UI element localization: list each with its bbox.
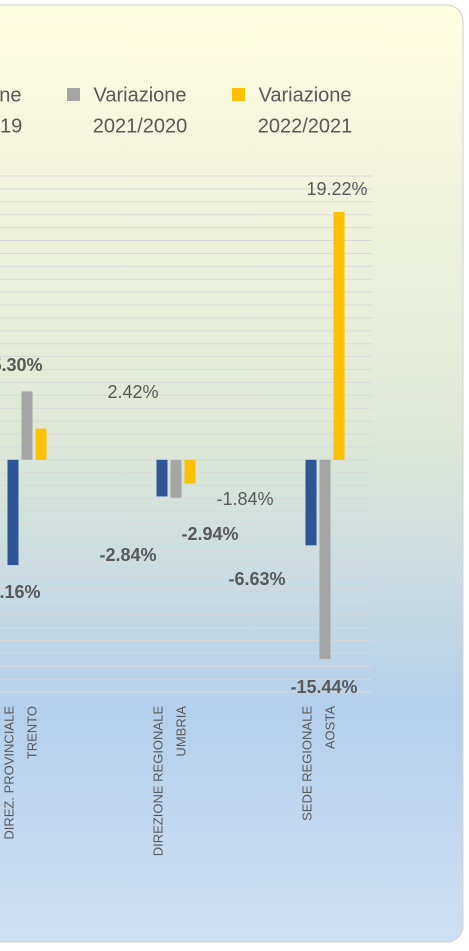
data-label: 5.30%	[0, 355, 43, 375]
data-label: -2.94%	[181, 524, 238, 544]
x-tick-label: DIREZ. PROVINCIALE	[1, 706, 16, 840]
legend-label: Variazione	[93, 84, 186, 106]
chart-background	[0, 4, 464, 943]
legend-label: 2022/2021	[258, 115, 353, 137]
x-tick-label: SEDE REGIONALE	[299, 706, 314, 821]
legend-swatch	[67, 88, 80, 101]
legend-label: Variazione	[258, 84, 351, 106]
bar	[184, 459, 196, 484]
data-label: -1.84%	[216, 489, 273, 509]
data-label: -8.16%	[0, 582, 41, 602]
data-label: 2.42%	[107, 382, 158, 402]
data-label: -15.44%	[290, 677, 357, 697]
legend-label: 2021/2020	[93, 115, 188, 137]
bar	[170, 459, 182, 498]
bar	[333, 211, 345, 460]
data-label: 19.22%	[306, 179, 367, 199]
data-label: -6.63%	[228, 569, 285, 589]
x-tick-label: UMBRIA	[173, 706, 188, 757]
grid	[0, 175, 372, 693]
bar	[156, 459, 168, 497]
x-tick-label: DIREZIONE REGIONALE	[150, 706, 165, 857]
legend-label: Variazione	[0, 84, 22, 106]
legend-label: 2020/2019	[0, 115, 22, 137]
marks	[7, 211, 345, 659]
legend-swatch	[232, 88, 245, 101]
x-tick-label: TRENTO	[24, 706, 39, 759]
x-tick-label: AOSTA	[322, 706, 337, 749]
bar	[35, 428, 47, 460]
bar	[7, 459, 19, 566]
bar	[21, 391, 33, 460]
data-label: -2.84%	[99, 545, 156, 565]
bar	[305, 459, 317, 546]
bar	[319, 459, 331, 659]
